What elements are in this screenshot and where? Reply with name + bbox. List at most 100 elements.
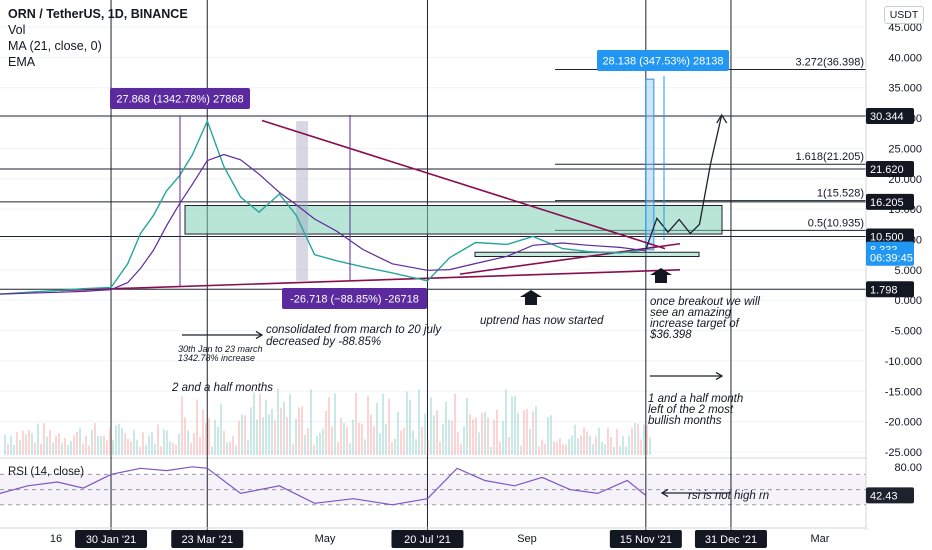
volume-bar	[466, 398, 468, 455]
volume-bar	[544, 443, 546, 455]
volume-bar	[460, 443, 462, 455]
fib-level-label: 3.272(36.398)	[796, 57, 865, 69]
y-tick-label: -5.000	[891, 326, 922, 338]
volume-bar	[475, 418, 477, 455]
drawdown-band	[296, 121, 309, 281]
volume-bar	[319, 433, 321, 455]
volume-bar	[478, 432, 480, 455]
volume-bar	[607, 428, 609, 455]
volume-bar	[106, 440, 108, 455]
volume-bar	[187, 430, 189, 455]
volume-bar	[178, 433, 180, 455]
volume-bar	[526, 409, 528, 455]
volume-bar	[361, 423, 363, 455]
volume-bar	[628, 436, 630, 455]
volume-bar	[322, 428, 324, 455]
annotation-text: uptrend has now started	[480, 315, 604, 327]
currency-badge[interactable]: USDT	[884, 6, 924, 24]
volume-bar	[595, 436, 597, 455]
volume-bar	[223, 430, 225, 455]
volume-bar	[133, 429, 135, 455]
target-band	[645, 78, 655, 251]
volume-bar	[394, 438, 396, 455]
volume-bar	[400, 430, 402, 455]
volume-bar	[589, 435, 591, 455]
volume-bar	[622, 435, 624, 455]
volume-bar	[415, 439, 417, 455]
volume-bar	[424, 413, 426, 455]
rsi-legend-label[interactable]: RSI (14, close)	[8, 466, 85, 478]
volume-bar	[196, 399, 198, 455]
volume-bar	[334, 393, 336, 455]
volume-bar	[220, 403, 222, 455]
volume-bar	[619, 446, 621, 455]
volume-bar	[247, 439, 249, 455]
volume-bar	[259, 393, 261, 455]
volume-bar	[313, 444, 315, 455]
volume-bar	[604, 444, 606, 455]
legend-indicator-ema[interactable]: EMA	[8, 55, 36, 69]
volume-bar	[340, 417, 342, 455]
volume-bar	[598, 427, 600, 455]
volume-bar	[136, 440, 138, 455]
volume-bar	[22, 430, 24, 455]
volume-bar	[583, 427, 585, 455]
volume-bar	[358, 422, 360, 455]
volume-bar	[169, 441, 171, 455]
volume-bar	[409, 399, 411, 455]
volume-bar	[244, 415, 246, 455]
fib-level-label: 1.618(21.205)	[796, 151, 865, 163]
volume-bar	[520, 445, 522, 455]
descending-trendline	[261, 119, 666, 250]
volume-bar	[505, 389, 507, 455]
volume-bar	[121, 428, 123, 455]
volume-bar	[529, 429, 531, 455]
volume-bar	[406, 391, 408, 455]
measure-box-label: 28.138 (347.53%) 28138	[602, 56, 723, 68]
price-tag	[866, 107, 914, 124]
date-tag	[75, 530, 148, 548]
volume-bar	[511, 396, 513, 455]
volume-bar	[214, 419, 216, 455]
annotation-text: consolidated from march to 20 july	[266, 324, 442, 336]
volume-bar	[91, 429, 93, 455]
y-tick-label: 35.000	[888, 83, 922, 95]
volume-bar	[160, 446, 162, 455]
volume-bar	[541, 439, 543, 455]
rising-trendline	[459, 242, 681, 275]
y-tick-label: 5.000	[894, 265, 922, 277]
volume-bar	[421, 426, 423, 455]
legend-indicator-vol[interactable]: Vol	[8, 23, 26, 37]
price-tag-label: 16.205	[870, 197, 904, 209]
volume-bar	[103, 435, 105, 455]
measure-box-label: -26.718 (−88.85%) -26718	[290, 294, 419, 306]
volume-bar	[19, 439, 21, 455]
volume-bar	[328, 397, 330, 455]
volume-bar	[418, 389, 420, 455]
volume-bar	[241, 414, 243, 455]
projection-path	[645, 114, 723, 250]
volume-bar	[184, 417, 186, 455]
legend-indicator-ma[interactable]: MA (21, close, 0)	[8, 39, 102, 53]
volume-bar	[190, 443, 192, 455]
volume-bar	[49, 430, 51, 455]
volume-bar	[550, 415, 552, 455]
date-tag	[171, 530, 244, 548]
volume-bar	[118, 423, 120, 455]
volume-bar	[40, 443, 42, 455]
fib-level-label: 0.5(10.935)	[808, 217, 864, 229]
volume-bar	[148, 435, 150, 455]
volume-bar	[616, 428, 618, 455]
volume-bar	[568, 439, 570, 455]
volume-bar	[427, 439, 429, 455]
volume-bar	[43, 423, 45, 455]
volume-bar	[436, 410, 438, 455]
price-tag-label: 1.798	[870, 284, 898, 296]
volume-bar	[430, 397, 432, 455]
volume-bar	[67, 445, 69, 455]
volume-bar	[139, 446, 141, 455]
volume-bar	[442, 424, 444, 455]
volume-bar	[565, 444, 567, 455]
